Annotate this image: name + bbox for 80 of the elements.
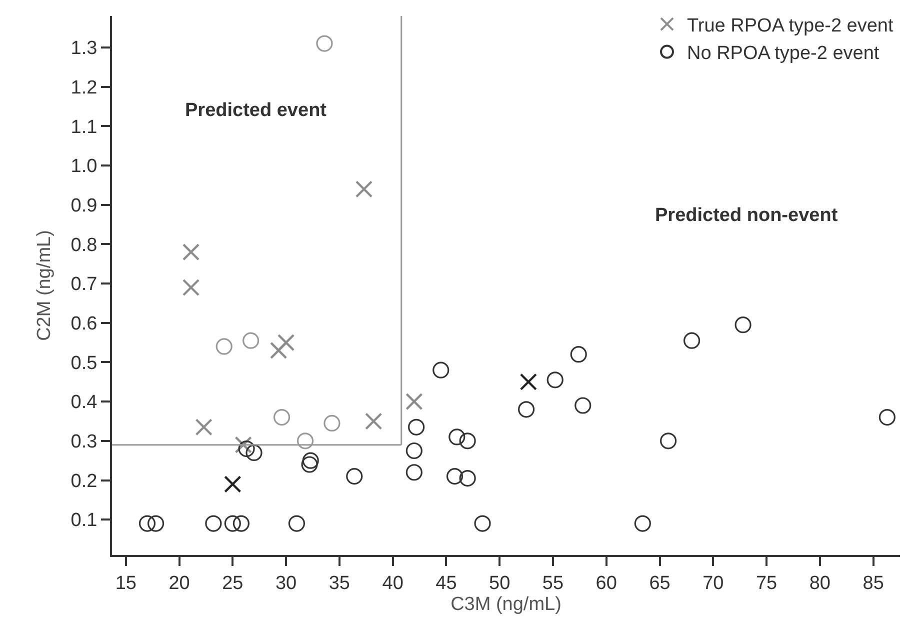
x-tick-label: 45 xyxy=(436,572,457,594)
point xyxy=(234,436,252,454)
y-tick-label: 0.8 xyxy=(70,234,98,256)
point xyxy=(683,332,700,349)
point xyxy=(365,412,382,430)
point xyxy=(302,452,319,469)
point xyxy=(406,442,422,460)
point xyxy=(296,432,314,450)
point xyxy=(408,418,425,436)
y-tick-label: 0.7 xyxy=(70,274,98,296)
y-tick-label: 0.4 xyxy=(70,392,98,414)
point xyxy=(288,515,306,532)
point xyxy=(216,338,232,355)
x-tick-label: 15 xyxy=(115,572,136,594)
x-tick-label: 55 xyxy=(542,572,564,594)
x-tick-label: 30 xyxy=(275,572,297,594)
y-tick-label: 1.3 xyxy=(70,38,98,60)
point xyxy=(316,35,333,52)
x-tick-label: 70 xyxy=(702,572,724,594)
point xyxy=(406,392,423,410)
point xyxy=(634,515,651,532)
x-tick-label: 50 xyxy=(489,572,510,594)
point xyxy=(574,397,592,414)
x-tick-label: 65 xyxy=(649,572,670,594)
point xyxy=(570,346,587,363)
y-tick-label: 1.1 xyxy=(70,116,98,138)
point xyxy=(734,316,752,334)
point xyxy=(324,414,340,432)
point xyxy=(660,432,677,450)
point xyxy=(432,362,450,378)
y-tick-label: 0.5 xyxy=(70,352,98,374)
point xyxy=(520,373,538,390)
x-tick-label: 80 xyxy=(809,572,830,594)
point xyxy=(224,515,241,532)
x-tick-label: 40 xyxy=(382,572,404,594)
legend-label: True RPOA type-2 event xyxy=(687,15,894,36)
point xyxy=(459,470,476,487)
point xyxy=(448,428,466,446)
point xyxy=(518,401,535,418)
y-tick-label: 0.9 xyxy=(70,196,98,216)
point xyxy=(273,409,290,426)
point xyxy=(446,468,464,485)
point xyxy=(138,515,156,532)
point xyxy=(238,440,255,458)
y-tick-label: 0.2 xyxy=(70,470,98,492)
y-tick-label: 0.6 xyxy=(70,314,98,335)
y-tick-label: 1.2 xyxy=(70,77,98,98)
y-tick-label: 1.0 xyxy=(70,156,98,178)
x-tick-label: 60 xyxy=(596,572,617,594)
point xyxy=(205,515,222,532)
point xyxy=(346,468,363,485)
point xyxy=(355,180,373,198)
point xyxy=(195,418,212,436)
point xyxy=(459,432,476,450)
point xyxy=(246,444,262,462)
y-tick-label: 0.3 xyxy=(70,432,98,453)
point xyxy=(232,515,250,532)
legend-label: No RPOA type-2 event xyxy=(687,43,880,64)
x-tick-label: 75 xyxy=(756,572,778,594)
x-tick-label: 35 xyxy=(328,572,350,594)
x-tick-label: 20 xyxy=(168,572,190,594)
point xyxy=(878,409,896,426)
point xyxy=(406,464,422,481)
point xyxy=(270,342,288,360)
x-tick-label: 25 xyxy=(222,572,244,594)
point xyxy=(277,334,295,352)
annotation: Predicted event xyxy=(185,100,328,121)
x-axis-title: C3M (ng/mL) xyxy=(450,594,562,616)
point xyxy=(224,476,242,493)
point xyxy=(301,456,318,473)
x-tick-label: 85 xyxy=(862,572,884,594)
point xyxy=(182,243,200,261)
y-axis-title: C2M (ng/mL) xyxy=(34,230,56,341)
point xyxy=(546,372,564,388)
y-tick-label: 0.1 xyxy=(70,510,98,532)
point xyxy=(182,278,200,296)
point xyxy=(147,515,164,532)
point xyxy=(474,515,491,532)
point xyxy=(242,332,260,349)
annotation: Predicted non-event xyxy=(655,205,838,226)
